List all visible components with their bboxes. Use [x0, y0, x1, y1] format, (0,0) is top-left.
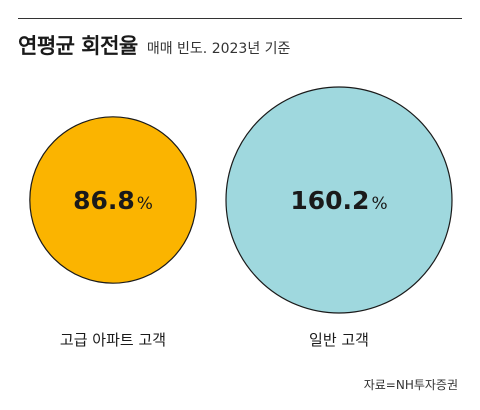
bubble-1	[225, 86, 453, 314]
bubble-value-label-1: 160.2%	[290, 186, 387, 215]
source-note: 자료=NH투자증권	[363, 378, 458, 392]
title-row: 연평균 회전율 매매 빈도. 2023년 기준	[18, 30, 290, 60]
chart-title: 연평균 회전율	[18, 34, 138, 58]
top-rule	[18, 18, 462, 19]
bubble-value-label-0: 86.8%	[73, 186, 153, 215]
chart-subtitle: 매매 빈도. 2023년 기준	[146, 41, 291, 57]
bubble-group: 86.8 % 고급 아파트 고객 160.2 % 일반 고객	[29, 86, 453, 349]
bubble-0	[29, 116, 197, 284]
category-label-1: 일반 고객	[309, 331, 369, 349]
category-label-0: 고급 아파트 고객	[60, 331, 166, 349]
